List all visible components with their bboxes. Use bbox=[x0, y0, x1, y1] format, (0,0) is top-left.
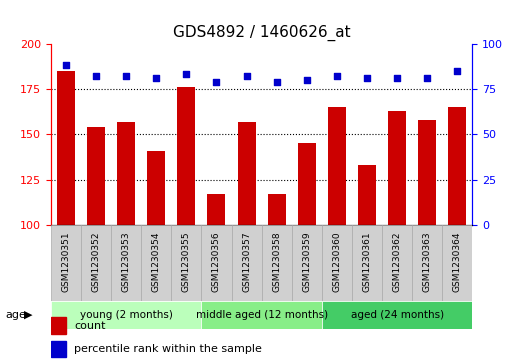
Bar bbox=[232, 225, 262, 301]
Bar bbox=[382, 225, 412, 301]
Bar bbox=[412, 225, 442, 301]
Text: ▶: ▶ bbox=[24, 310, 33, 320]
Bar bbox=[442, 225, 472, 301]
Point bbox=[423, 75, 431, 81]
Text: GSM1230362: GSM1230362 bbox=[393, 231, 402, 291]
Point bbox=[122, 73, 130, 79]
Bar bbox=[328, 107, 346, 225]
Point bbox=[212, 79, 220, 85]
Bar bbox=[51, 301, 201, 329]
Point bbox=[303, 77, 311, 83]
Bar bbox=[207, 194, 226, 225]
Point bbox=[182, 72, 190, 77]
Bar bbox=[449, 107, 466, 225]
Bar bbox=[352, 225, 382, 301]
Text: count: count bbox=[74, 321, 106, 331]
Title: GDS4892 / 1460626_at: GDS4892 / 1460626_at bbox=[173, 25, 351, 41]
Text: GSM1230359: GSM1230359 bbox=[302, 231, 311, 292]
Point bbox=[393, 75, 401, 81]
Bar bbox=[298, 143, 316, 225]
Bar bbox=[177, 87, 196, 225]
Bar bbox=[388, 111, 406, 225]
Text: GSM1230358: GSM1230358 bbox=[272, 231, 281, 292]
Text: GSM1230351: GSM1230351 bbox=[61, 231, 71, 292]
Bar bbox=[292, 225, 322, 301]
Bar bbox=[87, 127, 105, 225]
Text: GSM1230360: GSM1230360 bbox=[332, 231, 341, 292]
Bar bbox=[238, 122, 256, 225]
Bar bbox=[171, 225, 201, 301]
Text: age: age bbox=[5, 310, 26, 320]
Text: aged (24 months): aged (24 months) bbox=[351, 310, 443, 320]
Bar bbox=[141, 225, 171, 301]
Point bbox=[363, 75, 371, 81]
Text: young (2 months): young (2 months) bbox=[80, 310, 173, 320]
Point bbox=[92, 73, 100, 79]
Text: GSM1230356: GSM1230356 bbox=[212, 231, 221, 292]
Text: GSM1230355: GSM1230355 bbox=[182, 231, 191, 292]
Bar bbox=[358, 165, 376, 225]
Bar bbox=[322, 301, 472, 329]
Text: GSM1230361: GSM1230361 bbox=[363, 231, 371, 292]
Bar bbox=[322, 225, 352, 301]
Bar bbox=[201, 225, 232, 301]
Bar bbox=[57, 71, 75, 225]
Bar bbox=[51, 341, 66, 358]
Bar bbox=[81, 225, 111, 301]
Text: GSM1230353: GSM1230353 bbox=[121, 231, 131, 292]
Bar bbox=[201, 301, 322, 329]
Text: GSM1230364: GSM1230364 bbox=[453, 231, 462, 291]
Text: GSM1230354: GSM1230354 bbox=[152, 231, 161, 291]
Bar bbox=[51, 317, 66, 334]
Bar bbox=[268, 194, 285, 225]
Point bbox=[62, 62, 70, 68]
Bar bbox=[147, 151, 165, 225]
Bar bbox=[51, 225, 81, 301]
Bar bbox=[111, 225, 141, 301]
Text: percentile rank within the sample: percentile rank within the sample bbox=[74, 344, 262, 354]
Point bbox=[453, 68, 461, 74]
Text: GSM1230357: GSM1230357 bbox=[242, 231, 251, 292]
Text: GSM1230352: GSM1230352 bbox=[91, 231, 101, 291]
Bar bbox=[117, 122, 135, 225]
Text: middle aged (12 months): middle aged (12 months) bbox=[196, 310, 328, 320]
Text: GSM1230363: GSM1230363 bbox=[423, 231, 432, 292]
Point bbox=[333, 73, 341, 79]
Bar bbox=[418, 120, 436, 225]
Point bbox=[152, 75, 160, 81]
Bar bbox=[262, 225, 292, 301]
Point bbox=[242, 73, 250, 79]
Point bbox=[273, 79, 281, 85]
